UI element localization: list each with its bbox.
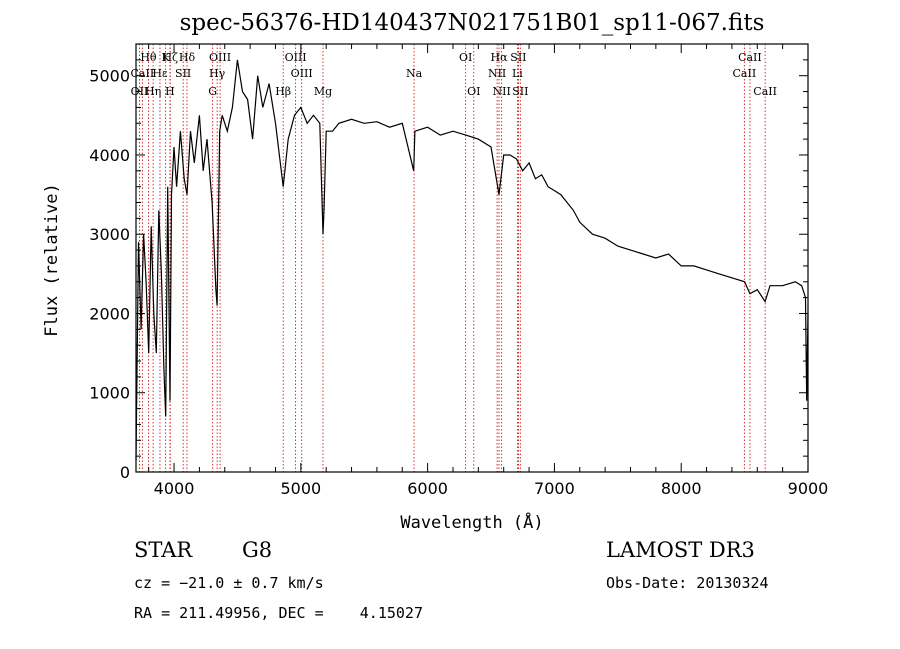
y-tick-label-5: 5000 [89, 67, 130, 86]
line-label-18: OI [459, 51, 472, 64]
line-label-6: Hζ [162, 51, 178, 64]
line-label-19: OI [467, 85, 480, 98]
x-tick-label-1: 5000 [280, 479, 321, 498]
line-label-9: Hδ [179, 51, 196, 64]
y-tick-label-1: 1000 [89, 384, 130, 403]
line-label-24: NII [493, 85, 511, 98]
x-tick-label-3: 7000 [534, 479, 575, 498]
line-label-27: CaII [733, 67, 757, 80]
observation-date: Obs-Date: 20130324 [606, 574, 769, 592]
line-label-15: Hβ [275, 85, 291, 98]
x-axis-label: Wavelength (Å) [400, 511, 543, 533]
line-label-23: Li [512, 67, 523, 80]
spectrum-series-line [135, 59, 809, 461]
line-label-21: SII [510, 51, 526, 64]
spectral-subclass: G8 [242, 538, 273, 562]
line-label-3: Hη [145, 85, 161, 98]
line-label-28: CaII [753, 85, 777, 98]
y-tick-label-0: 0 [120, 463, 130, 482]
line-label-13: OIII [285, 51, 307, 64]
object-class: STAR [134, 538, 193, 562]
line-label-0: Hθ [140, 51, 157, 64]
y-tick-label-4: 4000 [89, 146, 130, 165]
x-tick-label-5: 9000 [788, 479, 829, 498]
x-tick-label-0: 4000 [154, 479, 195, 498]
spectral-line-markers [139, 44, 766, 472]
line-label-4: Hε [152, 67, 168, 80]
line-label-26: CaII [738, 51, 762, 64]
line-label-17: Na [406, 67, 423, 80]
plot-frame [135, 43, 809, 473]
survey-name: LAMOST DR3 [606, 538, 755, 562]
x-tick-label-4: 8000 [661, 479, 702, 498]
line-label-16: Mg [314, 85, 332, 98]
line-label-5: K [162, 51, 171, 64]
line-label-22: NII [488, 67, 506, 80]
line-label-12: G [208, 85, 217, 98]
line-label-14: OIII [291, 67, 313, 80]
line-label-1: CaII [131, 67, 155, 80]
ra-dec-coordinates: RA = 211.49956, DEC = 4.15027 [134, 604, 423, 622]
axis-ticks: 4000 5000 6000 7000 8000 9000 0 1000 2000 3000 400… [89, 44, 828, 498]
line-label-7: H [165, 85, 175, 98]
y-axis-label: Flux (relative) [42, 183, 62, 337]
line-label-8: SII [175, 67, 191, 80]
line-label-10: OIII [209, 51, 231, 64]
line-label-11: Hγ [209, 67, 226, 80]
redshift-velocity: cz = −21.0 ± 0.7 km/s [134, 574, 324, 592]
line-label-20: Hα [490, 51, 508, 64]
y-tick-label-3: 3000 [89, 225, 130, 244]
y-tick-label-2: 2000 [89, 304, 130, 323]
x-tick-label-2: 6000 [407, 479, 448, 498]
chart-title: spec-56376-HD140437N021751B01_sp11-067.f… [180, 10, 765, 36]
line-label-25: SII [512, 85, 528, 98]
